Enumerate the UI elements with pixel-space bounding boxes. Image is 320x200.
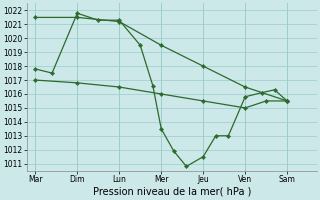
X-axis label: Pression niveau de la mer( hPa ): Pression niveau de la mer( hPa ) bbox=[92, 187, 251, 197]
